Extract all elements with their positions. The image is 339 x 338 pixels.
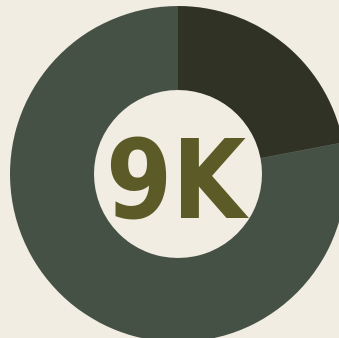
donut-hole (94, 90, 262, 258)
center-value-label: 9K (106, 116, 249, 244)
